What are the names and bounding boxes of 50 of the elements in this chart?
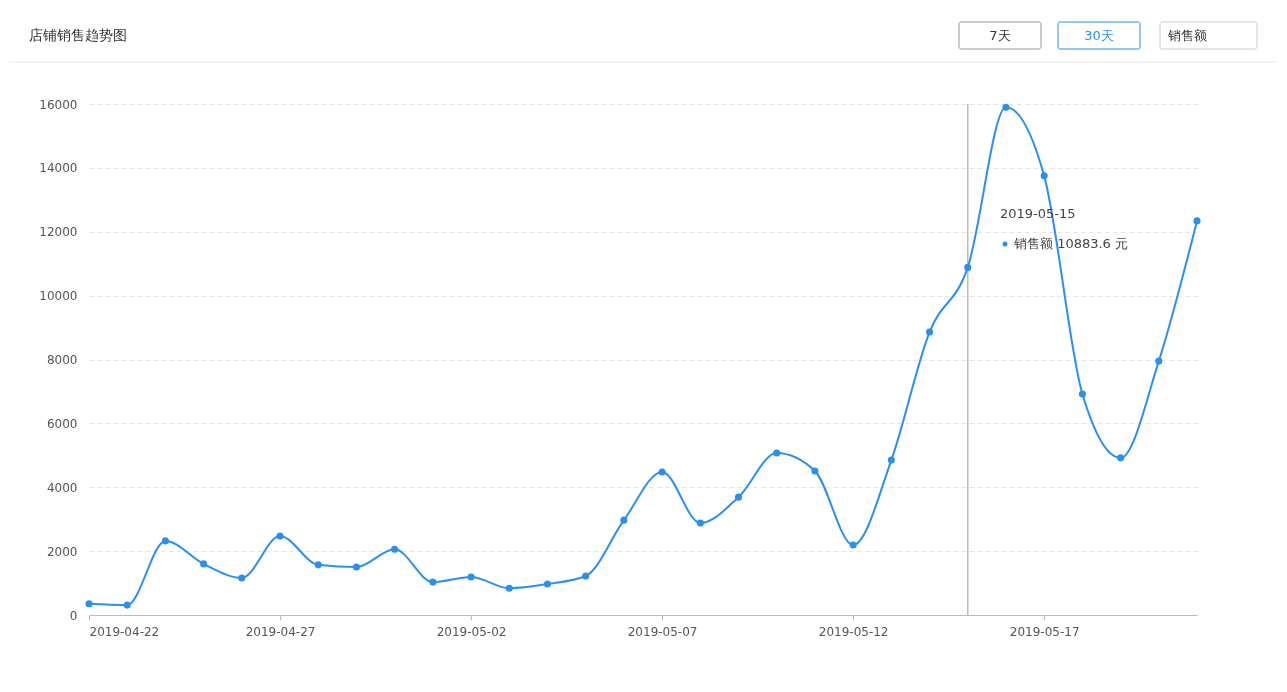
x-tick-label: 2019-04-22 — [89, 624, 160, 639]
chart-title: 店铺销售趋势图 — [29, 27, 127, 43]
point — [1040, 172, 1048, 180]
point — [543, 580, 552, 588]
point — [123, 601, 131, 609]
text: 30天 — [1084, 28, 1114, 43]
point — [582, 572, 590, 580]
point — [429, 578, 437, 586]
y-tick-label: 2000 — [46, 544, 78, 559]
point — [391, 545, 399, 553]
point — [314, 561, 322, 569]
point — [1117, 454, 1125, 462]
y-tick-label: 12000 — [39, 225, 78, 240]
point — [1193, 217, 1201, 225]
point — [964, 263, 972, 271]
text: 7天 — [989, 28, 1011, 43]
point — [926, 328, 934, 336]
point — [734, 493, 743, 501]
point — [1002, 103, 1010, 111]
point — [1155, 357, 1163, 365]
point — [276, 532, 284, 540]
x-tick-label: 2019-05-02 — [436, 624, 507, 639]
y-tick-label: 0 — [69, 608, 78, 623]
point — [696, 519, 704, 527]
y-tick-label: 6000 — [46, 416, 78, 431]
point — [238, 574, 246, 582]
point — [467, 573, 475, 581]
point — [505, 584, 513, 592]
x-tick-label: 2019-05-17 — [1009, 624, 1080, 639]
point — [352, 563, 360, 571]
point — [811, 467, 819, 475]
x-tick-label: 2019-05-12 — [818, 624, 889, 639]
y-tick-label: 16000 — [39, 97, 78, 112]
x-tick-label: 2019-05-07 — [627, 624, 698, 639]
point — [85, 600, 93, 608]
point — [620, 516, 628, 524]
point — [1078, 390, 1086, 398]
point — [161, 537, 169, 545]
annotation: 销售额 10883.6 元 — [1013, 236, 1129, 251]
x-tick-label: 2019-04-27 — [245, 624, 316, 639]
point — [658, 468, 666, 476]
text: 销售额 — [1167, 28, 1207, 43]
point — [773, 449, 781, 457]
point — [849, 541, 857, 549]
y-tick-label: 8000 — [46, 353, 78, 367]
y-tick-label: 14000 — [39, 161, 78, 176]
y-tick-label: 4000 — [46, 480, 78, 495]
point — [887, 456, 895, 464]
point — [200, 560, 208, 568]
y-tick-label: 10000 — [39, 289, 78, 304]
